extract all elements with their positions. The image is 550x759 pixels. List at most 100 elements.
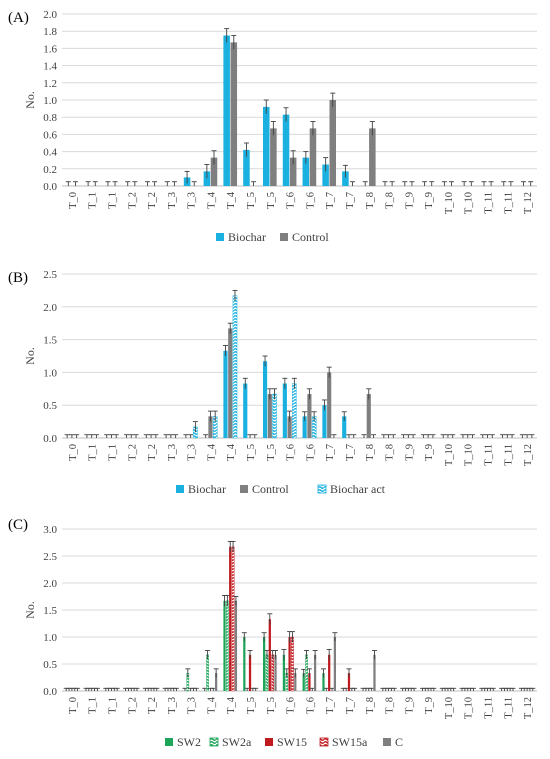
y-tick-label: 0.0: [43, 686, 57, 698]
bar: [302, 416, 307, 438]
bar: [294, 673, 297, 691]
bar: [302, 673, 305, 691]
y-tick-label: 1.5: [43, 335, 57, 347]
bar: [322, 405, 327, 438]
x-tick-label: T_5: [266, 697, 277, 714]
legend-label: Biochar: [188, 482, 226, 496]
x-tick-label: T_10: [444, 192, 455, 214]
x-tick-label: T_10: [464, 192, 475, 214]
bar: [291, 636, 294, 692]
y-tick-label: 2.0: [43, 578, 57, 590]
y-tick-label: 2.0: [43, 302, 57, 314]
x-tick-label: T_4: [226, 696, 237, 714]
x-tick-label: T_5: [266, 192, 277, 209]
x-tick-label: T_6: [305, 192, 316, 209]
y-tick-label: 0.4: [43, 147, 57, 159]
bar: [282, 383, 287, 438]
legend-label: C: [395, 735, 403, 749]
bar: [274, 654, 277, 691]
x-tick-label: T_7: [325, 697, 336, 714]
bar: [232, 295, 238, 439]
x-tick-label: T_2: [147, 444, 158, 461]
x-tick-label: T_6: [286, 697, 297, 714]
x-tick-label: T_0: [68, 697, 79, 714]
bar: [265, 654, 269, 692]
x-tick-label: T_1: [107, 192, 118, 209]
legend-label: Control: [252, 482, 289, 496]
x-tick-label: T_3: [187, 444, 198, 461]
x-tick-label: T_0: [68, 444, 79, 461]
x-tick-label: T_4: [206, 696, 217, 714]
x-tick-label: T_10: [444, 444, 455, 466]
x-tick-label: T_2: [147, 192, 158, 209]
bar: [268, 619, 271, 691]
x-tick-label: T_8: [385, 192, 396, 209]
y-axis-label: No.: [23, 601, 37, 619]
bar: [230, 42, 238, 186]
bar: [288, 637, 291, 691]
x-tick-label: T_7: [325, 192, 336, 209]
bar: [243, 637, 246, 691]
y-tick-label: 2.0: [43, 9, 57, 21]
x-tick-label: T_0: [68, 192, 79, 209]
bar: [234, 600, 238, 691]
x-tick-label: T_11: [484, 192, 495, 214]
bar: [347, 673, 351, 691]
x-tick-label: T_7: [345, 192, 356, 209]
bar: [289, 157, 297, 186]
bar: [223, 35, 230, 186]
x-tick-label: T_1: [107, 697, 118, 714]
y-tick-label: 2.5: [43, 551, 57, 563]
x-tick-label: T_11: [503, 192, 514, 214]
y-tick-label: 2.5: [43, 269, 57, 281]
legend-swatch: [216, 233, 224, 241]
x-tick-label: T_7: [325, 444, 336, 461]
y-tick-label: 1.5: [43, 605, 57, 617]
bar: [342, 416, 347, 438]
x-tick-label: T_5: [266, 444, 277, 461]
x-tick-label: T_5: [246, 444, 257, 461]
y-tick-label: 1.0: [43, 632, 57, 644]
y-tick-label: 0.8: [43, 112, 57, 124]
bar: [342, 171, 349, 186]
x-tick-label: T_9: [404, 697, 415, 714]
x-tick-label: T_8: [365, 444, 376, 461]
bar: [226, 600, 229, 692]
x-tick-label: T_11: [484, 444, 495, 466]
y-tick-label: 0.5: [43, 400, 57, 412]
bar: [243, 149, 250, 186]
bar: [262, 106, 270, 186]
x-tick-label: T_2: [127, 697, 138, 714]
bar: [228, 328, 233, 438]
y-tick-label: 1.4: [43, 61, 57, 73]
bar: [307, 394, 312, 438]
y-tick-label: 1.2: [43, 78, 57, 90]
panel-b: (B) No. 0.0 0.5 1.0 1.5 2.0 2.5 T_0 T_1 T_1 T_2 T_2 T…: [8, 269, 537, 496]
y-tick-label: 0.0: [43, 433, 57, 445]
x-tick-label: T_5: [246, 192, 257, 209]
bar: [305, 654, 308, 692]
bar: [270, 128, 277, 186]
bar: [373, 654, 376, 691]
bar: [309, 128, 317, 186]
x-tick-label: T_8: [385, 444, 396, 461]
x-tick-label: T_8: [365, 697, 376, 714]
bar: [262, 361, 268, 438]
bar: [248, 654, 252, 691]
x-tick-label: T_8: [365, 192, 376, 209]
x-tick-label: T_6: [286, 192, 297, 209]
x-tick-label: T_8: [385, 697, 396, 714]
bar: [329, 100, 337, 186]
x-tick-label: T_11: [484, 697, 495, 719]
x-tick-label: T_4: [226, 191, 237, 209]
legend-label: Biochar: [228, 230, 266, 244]
bar: [287, 416, 292, 438]
bar: [282, 654, 286, 691]
bar: [322, 673, 325, 691]
x-tick-label: T_12: [523, 192, 534, 214]
legend-swatch: [319, 737, 329, 747]
x-tick-label: T_10: [464, 444, 475, 466]
y-tick-label: 3.0: [43, 524, 57, 536]
x-tick-label: T_6: [305, 697, 316, 714]
